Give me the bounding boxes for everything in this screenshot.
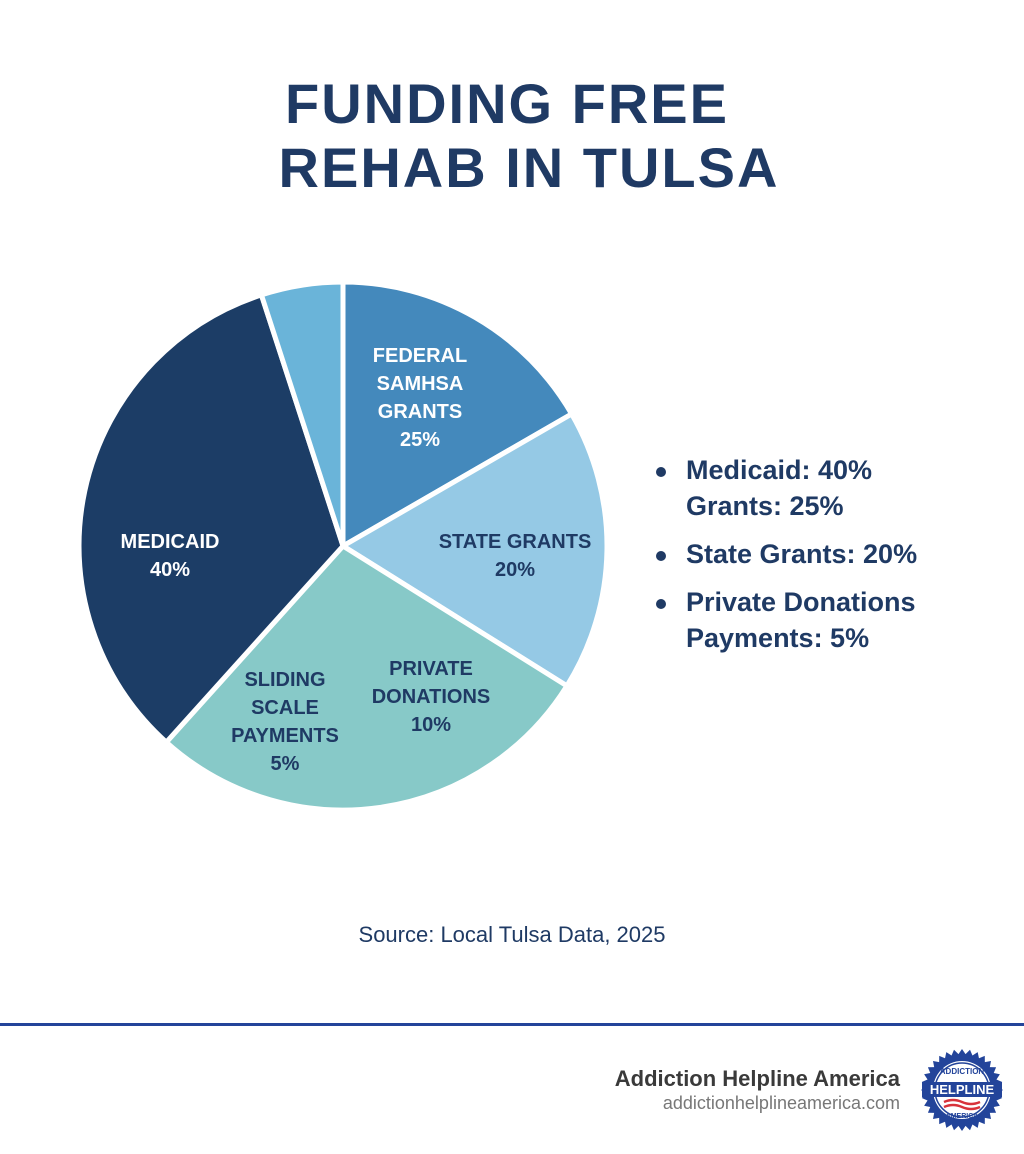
pie-slice-medicaid	[76, 292, 346, 745]
legend-item: Medicaid: 40% Grants: 25%	[652, 452, 917, 524]
title-line-2: REHAB IN TULSA	[278, 136, 780, 199]
pie-slice-other	[258, 279, 346, 549]
slice-label-private-donations: PRIVATE DONATIONS 10%	[371, 658, 491, 736]
pie-slice-federal	[340, 279, 575, 549]
brand-url[interactable]: addictionhelplineamerica.com	[662, 1093, 900, 1113]
legend-text: Grants: 25%	[686, 491, 844, 521]
bullet-icon	[656, 551, 666, 561]
pie-slice-private-sliding	[163, 543, 570, 813]
svg-text:HELPLINE: HELPLINE	[930, 1082, 995, 1097]
pie-slice-state	[340, 411, 610, 689]
footer-divider	[0, 1023, 1024, 1026]
slice-label-medicaid: MEDICAID 40%	[120, 531, 220, 581]
legend-text: Medicaid: 40%	[686, 455, 873, 485]
helpline-badge-icon: ADDICTION HELPLINE AMERICA	[921, 1049, 1003, 1131]
legend-text: Payments: 5%	[686, 623, 870, 653]
bullet-icon	[656, 599, 666, 609]
legend-text: Private Donations	[686, 587, 916, 617]
svg-text:ADDICTION: ADDICTION	[940, 1067, 985, 1076]
slice-label-federal: FEDERAL SAMHSA GRANTS 25%	[372, 345, 468, 451]
legend-item: Private Donations Payments: 5%	[652, 584, 917, 656]
bullet-icon	[656, 467, 666, 477]
brand-block: Addiction Helpline America addictionhelp…	[615, 1066, 900, 1114]
brand-name: Addiction Helpline America	[614, 1066, 900, 1091]
source-note: Source: Local Tulsa Data, 2025	[358, 922, 666, 947]
title-line-1: FUNDING FREE	[285, 72, 729, 135]
chart-title: FUNDING FREE REHAB IN TULSA	[0, 72, 1024, 200]
legend-item: State Grants: 20%	[652, 536, 917, 572]
slice-label-state: STATE GRANTS 20%	[438, 531, 592, 581]
legend-text: State Grants: 20%	[686, 539, 918, 569]
legend: Medicaid: 40% Grants: 25% State Grants: 20…	[652, 452, 917, 668]
svg-text:AMERICA: AMERICA	[946, 1113, 979, 1120]
slice-label-sliding-scale: SLIDING SCALE PAYMENTS 5%	[231, 669, 339, 775]
